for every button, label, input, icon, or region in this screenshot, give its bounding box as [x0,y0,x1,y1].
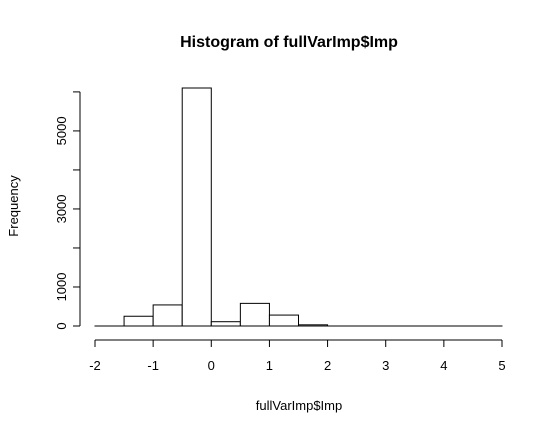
x-tick-label: -1 [147,358,159,373]
histogram-bar [239,302,270,327]
x-tick-label: 2 [324,358,331,373]
y-axis: 0 1000 3000 5000 [54,91,81,330]
x-tick-label: 1 [266,358,273,373]
histogram-bar [123,315,154,327]
y-tick-label: 5000 [54,116,69,145]
histogram-bar [210,321,241,327]
x-axis-label: fullVarImp$Imp [256,398,342,413]
x-tick-label: 3 [382,358,389,373]
chart-title: Histogram of fullVarImp$Imp [180,34,398,51]
histogram-bar [181,87,212,327]
x-axis: -2 -1 0 1 2 3 4 5 [89,339,506,373]
x-tick-label: 5 [498,358,505,373]
y-tick-label: 1000 [54,273,69,302]
bars-group [94,87,503,327]
histogram-bar [152,304,183,327]
y-tick-label: 3000 [54,194,69,223]
histogram-bar [268,314,299,327]
x-tick-label: 0 [208,358,215,373]
y-tick-label: 0 [54,322,69,329]
y-axis-label: Frequency [6,175,21,237]
x-tick-label: 4 [440,358,447,373]
x-tick-label: -2 [89,358,101,373]
